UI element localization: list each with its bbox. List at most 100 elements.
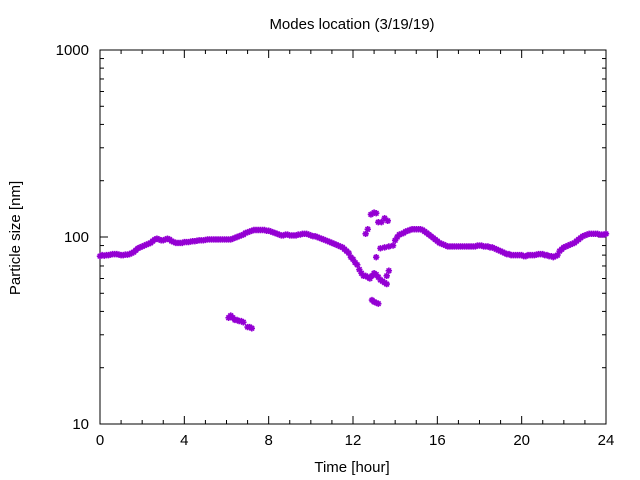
data-point	[472, 243, 479, 250]
data-point	[229, 235, 237, 242]
y-axis-label: Particle size [nm]	[7, 181, 24, 295]
data-point	[495, 246, 502, 254]
data-point	[354, 261, 361, 269]
x-tick-label: 12	[345, 432, 362, 449]
data-point	[160, 237, 167, 244]
data-point	[155, 236, 163, 243]
data-point	[179, 239, 186, 247]
data-point	[248, 325, 255, 332]
data-point	[497, 247, 504, 255]
data-point	[440, 241, 447, 248]
data-point	[138, 243, 146, 250]
data-point	[153, 235, 161, 242]
data-point	[322, 237, 329, 244]
data-point	[442, 242, 449, 249]
data-point	[170, 238, 177, 246]
data-point	[345, 249, 352, 257]
data-point	[326, 238, 334, 246]
data-point	[335, 242, 342, 249]
x-tick-label: 4	[180, 432, 188, 449]
data-point	[378, 218, 385, 226]
data-point	[372, 210, 380, 217]
data-point	[438, 240, 445, 247]
data-point	[375, 300, 382, 307]
data-point	[240, 319, 247, 326]
data-point	[562, 243, 570, 250]
data-point	[337, 243, 344, 250]
data-point	[384, 217, 391, 225]
data-point	[349, 256, 357, 263]
data-point	[491, 245, 498, 252]
data-point	[362, 230, 369, 238]
x-tick-label: 20	[513, 432, 530, 449]
data-point	[164, 235, 171, 242]
data-point	[602, 230, 610, 238]
data-point	[227, 236, 234, 243]
data-point	[358, 270, 365, 277]
x-axis-label: Time [hour]	[314, 459, 389, 476]
x-tick-label: 0	[96, 432, 104, 449]
data-point	[235, 232, 243, 240]
data-point	[564, 242, 572, 249]
y-tick-label: 100	[64, 229, 89, 246]
axis-ticks: 0 4 8 12 16 20 24 10 100 1000	[56, 42, 615, 449]
x-tick-label: 24	[598, 432, 615, 449]
data-point	[311, 232, 319, 240]
data-point	[372, 253, 380, 261]
data-point	[372, 299, 380, 306]
data-point	[436, 239, 443, 247]
data-point	[381, 215, 388, 222]
data-point	[579, 232, 587, 240]
data-point	[136, 244, 144, 251]
data-point	[134, 245, 142, 252]
data-point	[484, 243, 492, 250]
data-point	[364, 226, 371, 233]
data-point	[391, 237, 399, 244]
data-point	[493, 246, 500, 253]
data-point	[385, 243, 393, 250]
data-point	[372, 271, 380, 278]
data-point	[569, 240, 576, 247]
data-point	[560, 244, 568, 251]
data-point	[488, 244, 496, 251]
data-point	[324, 237, 331, 245]
x-tick-label: 16	[429, 432, 446, 449]
data-point	[366, 275, 374, 282]
data-point	[233, 233, 241, 241]
data-point	[377, 245, 384, 252]
data-point	[389, 242, 397, 249]
data-point	[375, 273, 382, 281]
data-point	[566, 241, 574, 248]
y-tick-label: 1000	[56, 42, 89, 59]
data-point	[320, 236, 327, 243]
data-point	[316, 234, 323, 242]
data-point	[356, 266, 363, 273]
data-point	[168, 237, 175, 245]
data-point	[383, 280, 390, 288]
data-point	[332, 241, 340, 248]
data-point	[141, 242, 148, 249]
data-point	[554, 251, 561, 259]
data-point	[143, 241, 150, 248]
data-point	[383, 272, 390, 280]
data-point	[367, 211, 375, 218]
data-point	[330, 240, 338, 247]
data-point	[368, 272, 376, 280]
data-point	[370, 298, 378, 306]
data-point	[313, 233, 321, 241]
data-points	[96, 209, 610, 332]
data-point	[231, 234, 239, 242]
data-point	[328, 239, 336, 247]
x-tick-label: 8	[264, 432, 272, 449]
data-point	[478, 242, 485, 249]
data-point	[162, 236, 169, 243]
data-point	[145, 240, 152, 247]
y-tick-label: 10	[72, 416, 89, 433]
chart-title: Modes location (3/19/19)	[269, 16, 434, 33]
data-point	[381, 244, 388, 251]
data-point	[385, 267, 393, 274]
plot-area	[99, 49, 607, 425]
data-point	[318, 235, 325, 242]
data-point	[151, 236, 159, 243]
